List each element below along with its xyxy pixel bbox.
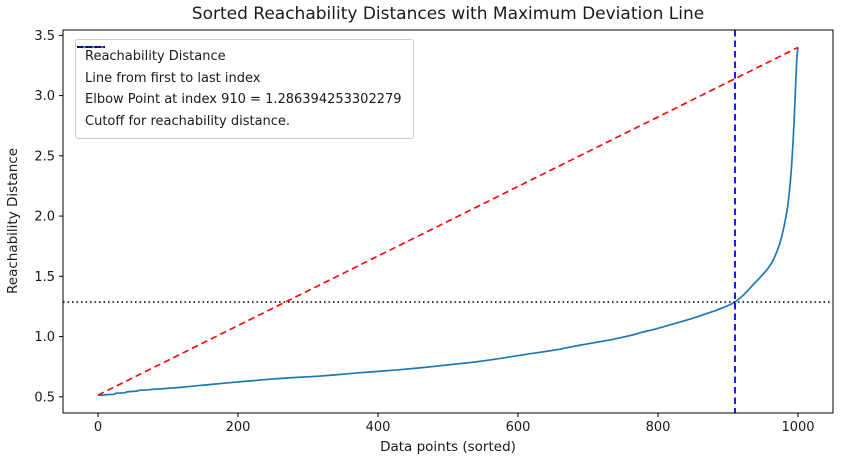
y-tick-label: 2.0 — [34, 210, 55, 225]
y-tick-label: 2.5 — [34, 149, 55, 164]
plot-area: 0 200 400 600 800 1000 0.5 1.0 1.5 2.0 2.5 3.0 3.5 — [34, 29, 834, 435]
x-axis-ticks: 0 200 400 600 800 1000 — [94, 413, 815, 435]
legend-dotted-line-sample-icon — [77, 46, 105, 48]
legend-entry-cutoff-for-reachability-distance: Cutoff for reachability distance. — [77, 46, 402, 131]
x-tick-label: 1000 — [781, 420, 814, 435]
chart-title: Sorted Reachability Distances with Maxim… — [192, 4, 704, 24]
legend-label: Reachability Distance — [85, 49, 226, 64]
x-axis-label: Data points (sorted) — [380, 439, 516, 455]
legend-label: Cutoff for reachability distance. — [85, 113, 291, 129]
y-tick-label: 1.0 — [34, 330, 55, 345]
line-from-first-to-last-index-line — [97, 46, 799, 396]
legend-entry-reachability-distance: Reachability Distance — [77, 46, 402, 66]
y-tick-label: 0.5 — [34, 390, 55, 405]
y-tick-label: 3.5 — [34, 29, 55, 44]
y-tick-label: 1.5 — [34, 270, 55, 285]
reachability-distance-line — [98, 47, 799, 396]
legend-label: Line from first to last index — [85, 70, 261, 86]
legend-label: Elbow Point at index 910 = 1.28639425330… — [85, 92, 402, 107]
plot-border — [62, 29, 834, 414]
y-axis-label: Reachability Distance — [5, 148, 21, 294]
x-tick-label: 400 — [366, 420, 391, 435]
x-tick-label: 0 — [94, 420, 102, 435]
legend-entry-elbow-point-at-index-910-1-2863942533022: Elbow Point at index 910 = 1.28639425330… — [77, 46, 402, 109]
y-axis-ticks: 0.5 1.0 1.5 2.0 2.5 3.0 3.5 — [34, 29, 63, 405]
legend-entry-line-from-first-to-last-index: Line from first to last index — [77, 46, 402, 88]
x-tick-label: 800 — [646, 420, 671, 435]
y-tick-label: 3.0 — [34, 89, 55, 104]
legend: Reachability Distance Line from first to … — [75, 39, 414, 139]
x-tick-label: 200 — [226, 420, 251, 435]
x-tick-label: 600 — [506, 420, 531, 435]
